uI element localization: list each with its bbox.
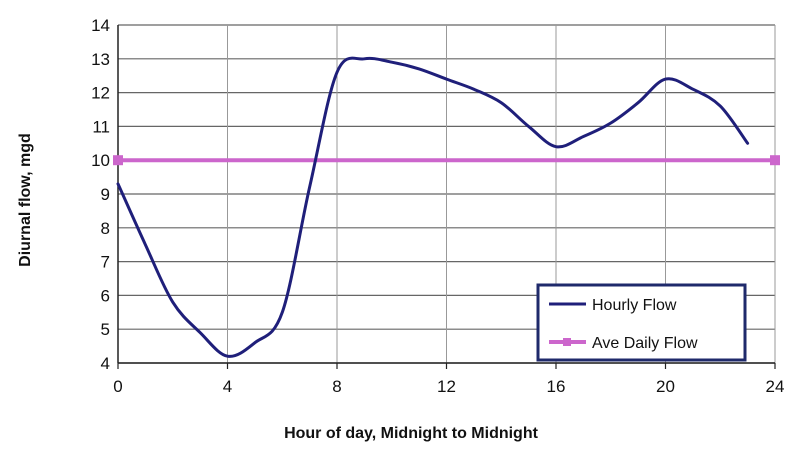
y-tick-label: 13 (91, 50, 110, 69)
x-tick-label: 0 (113, 377, 122, 396)
axes (117, 25, 776, 369)
y-tick-label: 10 (91, 151, 110, 170)
y-tick-label: 8 (101, 219, 110, 238)
y-tick-label: 12 (91, 84, 110, 103)
y-tick-label: 6 (101, 286, 110, 305)
x-tick-label: 8 (332, 377, 341, 396)
legend-box (536, 283, 747, 362)
legend-label-ave-daily-flow: Ave Daily Flow (592, 335, 698, 352)
legend-marker-ave-daily-flow (563, 338, 571, 346)
x-tick-label: 4 (223, 377, 232, 396)
ave-daily-flow-marker (770, 155, 780, 166)
legend: Hourly Flow Ave Daily Flow (536, 283, 747, 362)
y-tick-label: 11 (92, 117, 110, 136)
x-tick-label: 12 (437, 377, 456, 396)
y-axis-title: Diurnal flow, mgd (17, 133, 34, 267)
y-tick-label: 4 (101, 354, 110, 373)
x-tick-label: 16 (547, 377, 566, 396)
x-axis-title: Hour of day, Midnight to Midnight (284, 425, 539, 442)
plot-series (113, 56, 780, 358)
x-tick-label: 20 (656, 377, 675, 396)
x-tick-label: 24 (766, 377, 785, 396)
y-tick-label: 9 (101, 185, 110, 204)
series-line-hourly-flow (116, 56, 750, 358)
y-tick-label: 7 (101, 253, 110, 272)
y-tick-label: 14 (91, 16, 110, 35)
legend-label-hourly-flow: Hourly Flow (592, 297, 677, 314)
ave-daily-flow-marker (113, 155, 123, 166)
y-tick-label: 5 (101, 320, 110, 339)
